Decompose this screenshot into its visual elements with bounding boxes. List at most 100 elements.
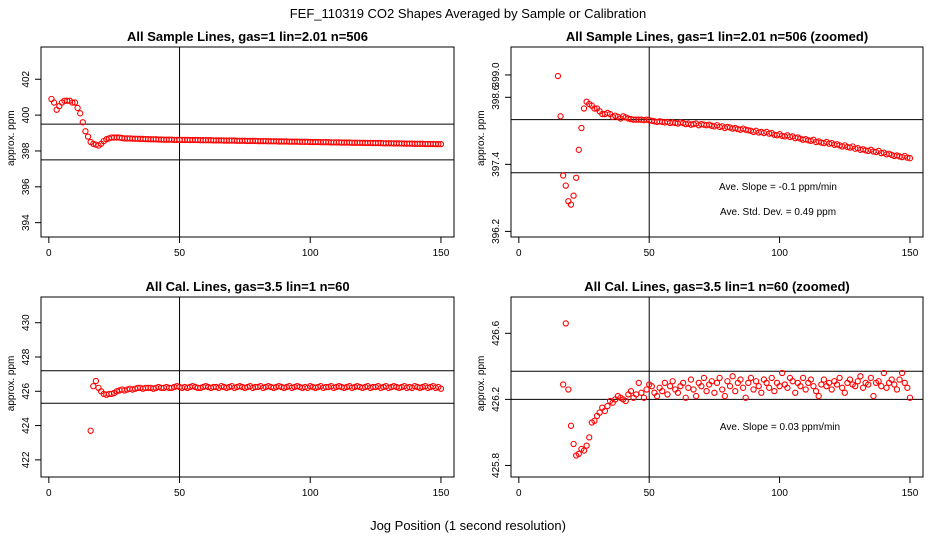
plot-frame	[510, 296, 924, 478]
data-point	[768, 374, 775, 382]
y-axis-label: approx. ppm	[6, 356, 17, 412]
data-point	[698, 383, 705, 390]
plot-frame	[40, 46, 455, 238]
data-point	[82, 128, 89, 135]
data-point	[833, 381, 841, 388]
data-point	[643, 386, 650, 393]
data-point	[846, 376, 854, 383]
data-point	[682, 394, 689, 401]
x-tick-label: 150	[902, 248, 919, 259]
y-tick-label: 424	[21, 417, 32, 434]
data-point	[792, 389, 799, 396]
annotation-text: Ave. Slope = 0.03 ppm/min	[720, 422, 840, 433]
data-point	[742, 394, 749, 401]
data-point	[737, 376, 744, 383]
annotation-text: Ave. Std. Dev. = 0.49 ppm	[720, 207, 836, 218]
y-tick-label: 402	[21, 70, 32, 87]
data-point	[666, 383, 674, 390]
data-point	[50, 99, 58, 106]
data-point	[653, 392, 661, 400]
data-point	[92, 377, 100, 385]
y-tick-label: 398	[21, 142, 32, 159]
y-tick-label: 426.2	[491, 386, 502, 411]
data-point	[820, 376, 828, 383]
y-tick-label: 425.8	[491, 452, 502, 477]
x-tick-label: 0	[516, 248, 522, 259]
y-tick-label: 396	[21, 178, 32, 195]
data-point	[648, 383, 655, 390]
data-point	[687, 376, 695, 383]
data-point	[766, 384, 773, 391]
data-point	[583, 442, 590, 449]
data-point	[716, 374, 723, 382]
data-point	[732, 387, 739, 395]
x-tick-label: 0	[46, 248, 52, 259]
y-tick-label: 430	[21, 314, 32, 331]
data-point	[437, 385, 445, 392]
data-point	[437, 141, 445, 148]
data-point	[604, 402, 611, 410]
data-point	[763, 379, 770, 387]
data-point	[63, 97, 71, 104]
data-point	[750, 386, 757, 393]
data-point	[570, 440, 577, 448]
data-point	[802, 386, 809, 393]
data-point	[601, 407, 609, 415]
data-point	[724, 378, 731, 385]
data-point	[859, 384, 867, 391]
y-tick-label: 396.2	[491, 218, 502, 243]
chart-panel-4: All Cal. Lines, gas=3.5 lin=1 n=60 (zoom…	[476, 279, 924, 499]
data-point	[906, 394, 914, 401]
data-point	[898, 369, 906, 377]
data-point	[661, 379, 668, 387]
data-point	[575, 146, 582, 153]
data-point	[797, 383, 804, 390]
y-axis-label: approx. ppm	[476, 110, 487, 166]
panel-title: All Cal. Lines, gas=3.5 lin=1 n=60 (zoom…	[584, 279, 850, 294]
y-tick-label: 398.6	[491, 84, 502, 109]
annotation-text: Ave. Slope = -0.1 ppm/min	[719, 182, 837, 193]
data-point	[865, 381, 872, 388]
data-point	[854, 378, 861, 385]
chart-panel-3: All Cal. Lines, gas=3.5 lin=1 n=60 0 50 100…	[6, 279, 455, 499]
x-tick-label: 100	[771, 488, 788, 499]
data-point	[554, 72, 562, 80]
data-point	[557, 113, 564, 120]
data-point	[69, 99, 76, 106]
x-tick-label: 150	[433, 248, 450, 259]
data-point	[904, 384, 911, 391]
plot-frame	[40, 296, 455, 478]
data-point	[560, 381, 567, 388]
panel-title: All Cal. Lines, gas=3.5 lin=1 n=60	[145, 279, 349, 294]
data-point	[711, 389, 718, 396]
x-tick-label: 100	[302, 488, 319, 499]
data-point	[807, 376, 815, 383]
data-point	[747, 374, 755, 382]
x-tick-label: 50	[644, 248, 656, 259]
data-point	[713, 379, 721, 387]
data-point	[739, 384, 747, 391]
data-point	[839, 384, 846, 391]
data-point	[580, 105, 588, 112]
x-tick-label: 0	[516, 488, 522, 499]
data-point	[79, 119, 86, 126]
data-point	[573, 174, 580, 181]
x-tick-label: 50	[174, 248, 186, 259]
x-tick-label: 50	[644, 488, 656, 499]
data-point	[575, 450, 582, 458]
y-axis-label: approx. ppm	[476, 356, 487, 412]
chart-panel-1: All Sample Lines, gas=1 lin=2.01 n=506 0 5…	[6, 29, 455, 259]
data-point	[784, 384, 791, 391]
data-point	[87, 427, 94, 434]
data-point	[84, 133, 92, 140]
data-point	[875, 378, 882, 385]
data-point	[591, 105, 598, 112]
data-point	[700, 374, 708, 382]
x-tick-label: 50	[174, 488, 186, 499]
data-point	[567, 201, 575, 208]
y-tick-label: 397.4	[491, 151, 502, 176]
data-point	[896, 376, 903, 383]
data-point	[779, 369, 786, 377]
data-point	[664, 391, 671, 398]
